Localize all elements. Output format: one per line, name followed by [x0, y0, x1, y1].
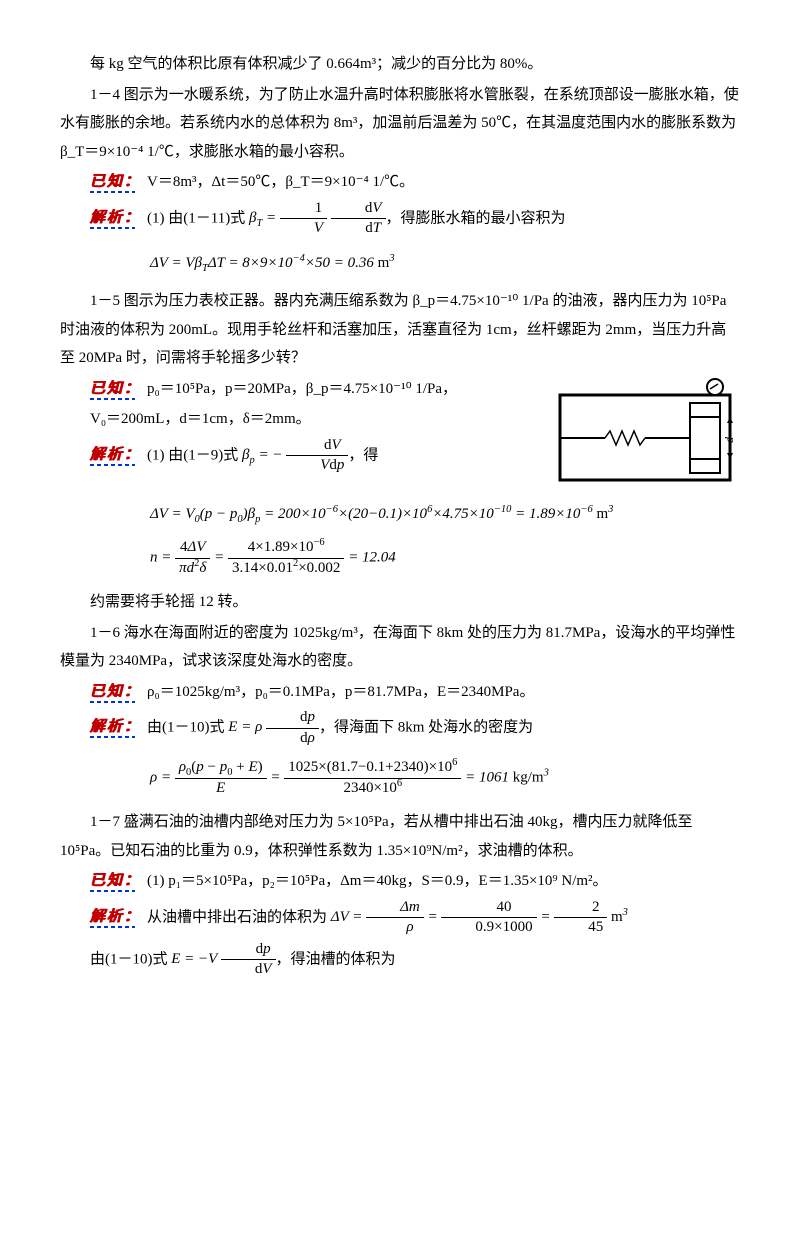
pressure-calibrator-diagram: d	[550, 375, 740, 490]
known-label: 已知：	[90, 684, 141, 700]
known-label: 已知：	[90, 174, 141, 190]
p16-body: 1－6 海水在海面附近的密度为 1025kg/m³，在海面下 8km 处的压力为…	[60, 619, 740, 676]
p14-solve: 解析： (1) 由(1－11)式 βT = 1V dVdT，得膨胀水箱的最小容积为	[60, 199, 740, 239]
p15-body: 1－5 图示为压力表校正器。器内充满压缩系数为 β_p＝4.75×10⁻¹⁰ 1…	[60, 287, 740, 373]
p15-known-a: 已知： p₀＝10⁵Pa，p＝20MPa，β_p＝4.75×10⁻¹⁰ 1/Pa，	[60, 375, 536, 404]
solve-label: 解析：	[90, 909, 141, 925]
p17-tail-formula: E = −V dpdV	[171, 951, 275, 967]
p15-conclusion: 约需要将手轮摇 12 转。	[60, 588, 740, 617]
p15-solve-formula: βp = − dVVdp	[242, 447, 348, 463]
p14-solve-formula: βT = 1V dVdT	[249, 210, 386, 226]
solve-label: 解析：	[90, 210, 141, 226]
p16-solve-tail: ，得海面下 8km 处海水的密度为	[319, 719, 533, 735]
p16-solve-pre: 由(1－10)式	[147, 719, 228, 735]
p15-known-b: V₀＝200mL，d＝1cm，δ＝2mm。	[60, 405, 536, 434]
p15-with-figure: 已知： p₀＝10⁵Pa，p＝20MPa，β_p＝4.75×10⁻¹⁰ 1/Pa，…	[60, 375, 740, 490]
p14-solve-tail: ，得膨胀水箱的最小容积为	[386, 210, 566, 226]
known-label: 已知：	[90, 873, 141, 889]
p16-solve-formula: E = ρ dpdρ	[228, 719, 319, 735]
p15-solve-tail: ，得	[348, 447, 378, 463]
p16-known: 已知： ρ₀＝1025kg/m³，p₀＝0.1MPa，p＝81.7MPa，E＝23…	[60, 678, 740, 707]
p16-eq: ρ = ρ0(p − p0 + E)E = 1025×(81.7−0.1+234…	[60, 758, 740, 798]
p17-tail-end: ，得油槽的体积为	[276, 951, 396, 967]
p14-eq: ΔV = VβTΔT = 8×9×10−4×50 = 0.36 m3	[60, 249, 740, 278]
p17-solve-formula: ΔV = Δmρ = 400.9×1000 = 245 m3	[331, 909, 628, 925]
p15-solve: 解析： (1) 由(1－9)式 βp = − dVVdp，得	[60, 436, 536, 476]
svg-text:d: d	[722, 436, 736, 443]
p14-solve-pre: (1) 由(1－11)式	[147, 210, 249, 226]
p17-tail: 由(1－10)式 E = −V dpdV，得油槽的体积为	[60, 940, 740, 980]
p14-known: 已知： V＝8m³，Δt＝50℃，β_T＝9×10⁻⁴ 1/℃。	[60, 168, 740, 197]
intro-line: 每 kg 空气的体积比原有体积减少了 0.664m³；减少的百分比为 80%。	[60, 50, 740, 79]
solve-label: 解析：	[90, 719, 141, 735]
p15-solve-pre: (1) 由(1－9)式	[147, 447, 242, 463]
known-label: 已知：	[90, 381, 141, 397]
p15-eq1: ΔV = V0(p − p0)βp = 200×10−6×(20−0.1)×10…	[60, 500, 740, 529]
solve-label: 解析：	[90, 447, 141, 463]
p14-body: 1－4 图示为一水暖系统，为了防止水温升高时体积膨胀将水管胀裂，在系统顶部设一膨…	[60, 81, 740, 167]
p15-known-text-a: p₀＝10⁵Pa，p＝20MPa，β_p＝4.75×10⁻¹⁰ 1/Pa，	[147, 381, 457, 397]
p17-solve: 解析： 从油槽中排出石油的体积为 ΔV = Δmρ = 400.9×1000 = …	[60, 898, 740, 938]
p17-body: 1－7 盛满石油的油槽内部绝对压力为 5×10⁵Pa，若从槽中排出石油 40kg…	[60, 808, 740, 865]
p17-tail-pre: 由(1－10)式	[90, 951, 171, 967]
p17-known-text: (1) p₁＝5×10⁵Pa，p₂＝10⁵Pa，Δm＝40kg，S＝0.9，E＝…	[147, 873, 608, 889]
p16-solve: 解析： 由(1－10)式 E = ρ dpdρ，得海面下 8km 处海水的密度为	[60, 708, 740, 748]
p14-known-text: V＝8m³，Δt＝50℃，β_T＝9×10⁻⁴ 1/℃。	[147, 174, 414, 190]
p15-eq2: n = 4ΔVπd2δ = 4×1.89×10−63.14×0.012×0.00…	[60, 538, 740, 578]
p17-solve-pre: 从油槽中排出石油的体积为	[147, 909, 331, 925]
p17-known: 已知： (1) p₁＝5×10⁵Pa，p₂＝10⁵Pa，Δm＝40kg，S＝0.9…	[60, 867, 740, 896]
p16-known-text: ρ₀＝1025kg/m³，p₀＝0.1MPa，p＝81.7MPa，E＝2340M…	[147, 684, 534, 700]
